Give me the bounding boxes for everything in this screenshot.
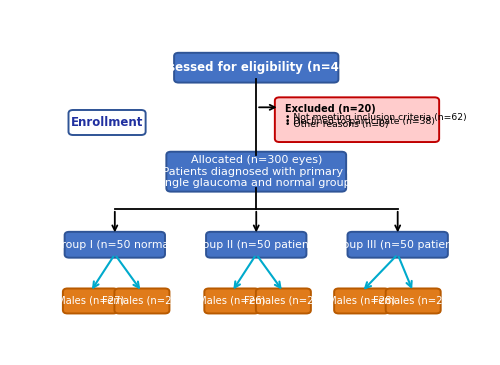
FancyBboxPatch shape bbox=[256, 288, 311, 314]
Text: Group I (n=50 normal): Group I (n=50 normal) bbox=[53, 240, 176, 250]
FancyBboxPatch shape bbox=[334, 288, 389, 314]
Text: Excluded (n=20): Excluded (n=20) bbox=[285, 104, 376, 114]
FancyBboxPatch shape bbox=[206, 232, 306, 258]
Text: Males (n=28): Males (n=28) bbox=[328, 296, 396, 306]
Text: Females (n=23): Females (n=23) bbox=[102, 296, 182, 306]
FancyBboxPatch shape bbox=[204, 288, 260, 314]
Text: • Declined to participate (n=38): • Declined to participate (n=38) bbox=[285, 117, 435, 126]
Text: Enrollment: Enrollment bbox=[71, 116, 144, 129]
FancyBboxPatch shape bbox=[114, 288, 170, 314]
Text: • Other reasons (n=0): • Other reasons (n=0) bbox=[285, 120, 389, 130]
Text: Group III (n=50 patients): Group III (n=50 patients) bbox=[330, 240, 466, 250]
Text: Assessed for eligibility (n=400): Assessed for eligibility (n=400) bbox=[152, 61, 360, 74]
FancyBboxPatch shape bbox=[166, 152, 346, 192]
Text: Females (n=22): Females (n=22) bbox=[374, 296, 453, 306]
FancyBboxPatch shape bbox=[64, 232, 165, 258]
Text: • Not meeting inclusion criteria (n=62): • Not meeting inclusion criteria (n=62) bbox=[285, 113, 467, 122]
Text: Allocated (n=300 eyes)
150 Patients diagnosed with primary open
angle glaucoma a: Allocated (n=300 eyes) 150 Patients diag… bbox=[138, 155, 374, 188]
FancyBboxPatch shape bbox=[63, 288, 118, 314]
Text: Males (n=27): Males (n=27) bbox=[56, 296, 124, 306]
FancyBboxPatch shape bbox=[348, 232, 448, 258]
FancyBboxPatch shape bbox=[275, 97, 439, 142]
FancyBboxPatch shape bbox=[174, 53, 338, 82]
Text: Males (n=26): Males (n=26) bbox=[198, 296, 266, 306]
Text: Females (n=24): Females (n=24) bbox=[244, 296, 323, 306]
FancyBboxPatch shape bbox=[386, 288, 440, 314]
FancyBboxPatch shape bbox=[68, 110, 146, 135]
Text: Group II (n=50 patients): Group II (n=50 patients) bbox=[190, 240, 322, 250]
